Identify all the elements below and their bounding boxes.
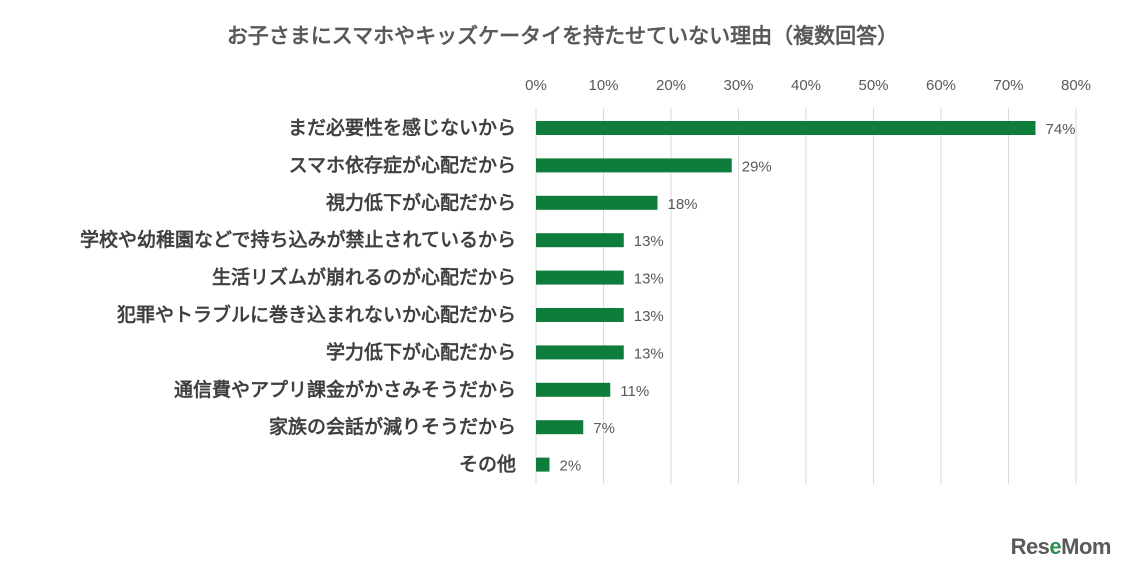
bar [536,158,732,173]
category-label: 通信費やアプリ課金がかさみそうだから [174,378,516,401]
data-label: 2% [560,458,582,475]
data-label: 13% [634,233,664,250]
x-tick-label: 30% [723,77,753,94]
category-label: 犯罪やトラブルに巻き込まれないか心配だから [116,303,516,326]
category-label: まだ必要性を感じないから [288,116,516,139]
data-label: 13% [634,271,664,288]
bar [536,382,611,397]
data-label: 11% [620,383,649,400]
category-label: 視力低下が心配だから [325,191,516,214]
x-tick-label: 50% [858,77,888,94]
data-label: 7% [593,420,615,437]
data-label: 74% [1046,121,1076,138]
x-axis-ticks: 0% 10% 20% 30% 40% 50% 60% 70% 80% [525,77,1091,94]
data-label: 18% [668,196,698,213]
category-label: スマホ依存症が心配だから [289,153,516,176]
x-tick-label: 10% [588,77,618,94]
x-tick-label: 70% [993,77,1023,94]
category-label: その他 [459,453,516,476]
bar [536,308,624,322]
data-label: 13% [634,308,664,325]
data-label: 13% [634,345,664,362]
bar [536,270,624,285]
bar [536,345,624,360]
bar [536,121,1036,135]
category-labels: まだ必要性を感じないからスマホ依存症が心配だから視力低下が心配だから学校や幼稚園… [80,116,516,476]
x-tick-label: 20% [656,77,686,94]
chart-title: お子さまにスマホやキッズケータイを持たせていない理由（複数回答） [226,24,899,48]
resemom-logo: ReseMom [1010,534,1112,559]
data-label: 29% [742,158,772,175]
category-label: 学校や幼稚園などで持ち込みが禁止されているから [80,228,516,251]
category-label: 学力低下が心配だから [326,340,516,363]
bar [536,457,550,472]
category-label: 生活リズムが崩れるのが心配だから [212,266,516,289]
x-tick-label: 80% [1061,77,1091,94]
x-tick-label: 0% [525,77,547,94]
x-tick-label: 60% [926,77,956,94]
bar [536,195,658,210]
x-tick-label: 40% [791,77,821,94]
category-label: 家族の会話が減りそうだから [269,415,516,438]
bars [536,121,1036,472]
value-labels: 74% 29% 18% 13% 13% 13% 13% 11% 7% 2% [560,121,1076,475]
bar [536,233,624,248]
bar [536,420,584,435]
